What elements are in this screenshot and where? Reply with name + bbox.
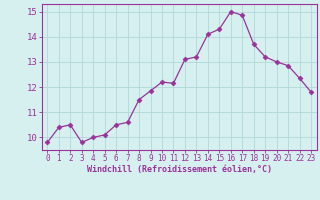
X-axis label: Windchill (Refroidissement éolien,°C): Windchill (Refroidissement éolien,°C) (87, 165, 272, 174)
